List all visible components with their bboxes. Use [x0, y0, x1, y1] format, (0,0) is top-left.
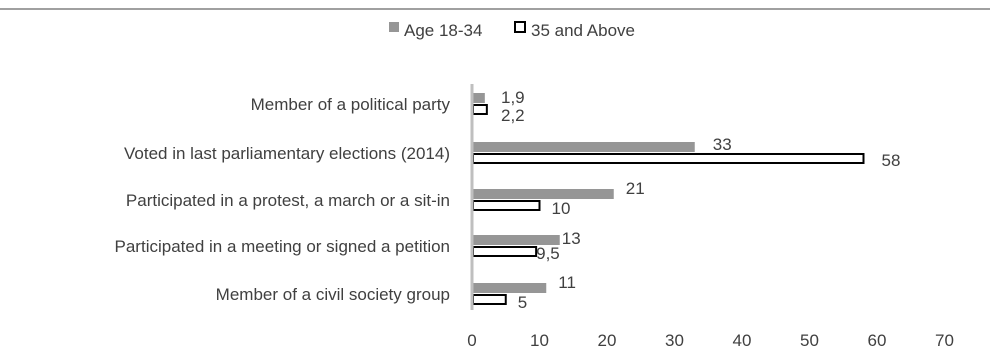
x-tick-label: 50 — [800, 331, 819, 350]
legend-swatch-35-and-above — [514, 21, 526, 33]
legend-label-age-18-34: Age 18-34 — [404, 21, 482, 40]
bar-age-18-34 — [472, 283, 547, 293]
category-label: Participated in a protest, a march or a … — [126, 191, 450, 210]
category-label: Member of a civil society group — [216, 285, 450, 304]
x-tick-label: 20 — [598, 331, 617, 350]
x-tick-label: 70 — [935, 331, 954, 350]
category-label: Voted in last parliamentary elections (2… — [124, 144, 450, 163]
bar-age-18-34 — [472, 235, 560, 245]
x-tick-label: 40 — [733, 331, 752, 350]
data-label-age-18-34: 21 — [626, 179, 645, 198]
bar-35-and-above — [472, 294, 507, 305]
bar-age-18-34 — [472, 142, 695, 152]
legend-label-35-and-above: 35 and Above — [531, 21, 635, 40]
bar-age-18-34 — [472, 189, 614, 199]
data-label-age-18-34: 1,9 — [501, 88, 525, 107]
bar-35-and-above — [472, 153, 865, 164]
category-label: Member of a political party — [251, 95, 451, 114]
data-label-35-and-above: 10 — [552, 199, 571, 218]
data-label-age-18-34: 11 — [558, 273, 576, 292]
data-label-age-18-34: 13 — [562, 229, 581, 248]
data-label-35-and-above: 58 — [882, 151, 901, 170]
bar-35-and-above — [472, 246, 538, 257]
x-tick-label: 0 — [467, 331, 476, 350]
x-tick-label: 60 — [868, 331, 887, 350]
legend: Age 18-34 35 and Above — [389, 21, 635, 40]
bar-35-and-above — [472, 104, 488, 115]
bar-age-18-34 — [472, 93, 485, 103]
x-tick-label: 10 — [530, 331, 549, 350]
bar-35-and-above — [472, 200, 541, 211]
data-label-35-and-above: 2,2 — [501, 106, 525, 125]
data-label-age-18-34: 33 — [713, 135, 732, 154]
plot-area: Member of a political party Voted in last… — [115, 84, 954, 350]
data-label-35-and-above: 5 — [518, 293, 527, 312]
category-label: Participated in a meeting or signed a pe… — [115, 237, 450, 256]
x-tick-label: 30 — [665, 331, 684, 350]
legend-swatch-age-18-34 — [389, 22, 399, 32]
data-label-35-and-above: 9,5 — [536, 244, 560, 263]
